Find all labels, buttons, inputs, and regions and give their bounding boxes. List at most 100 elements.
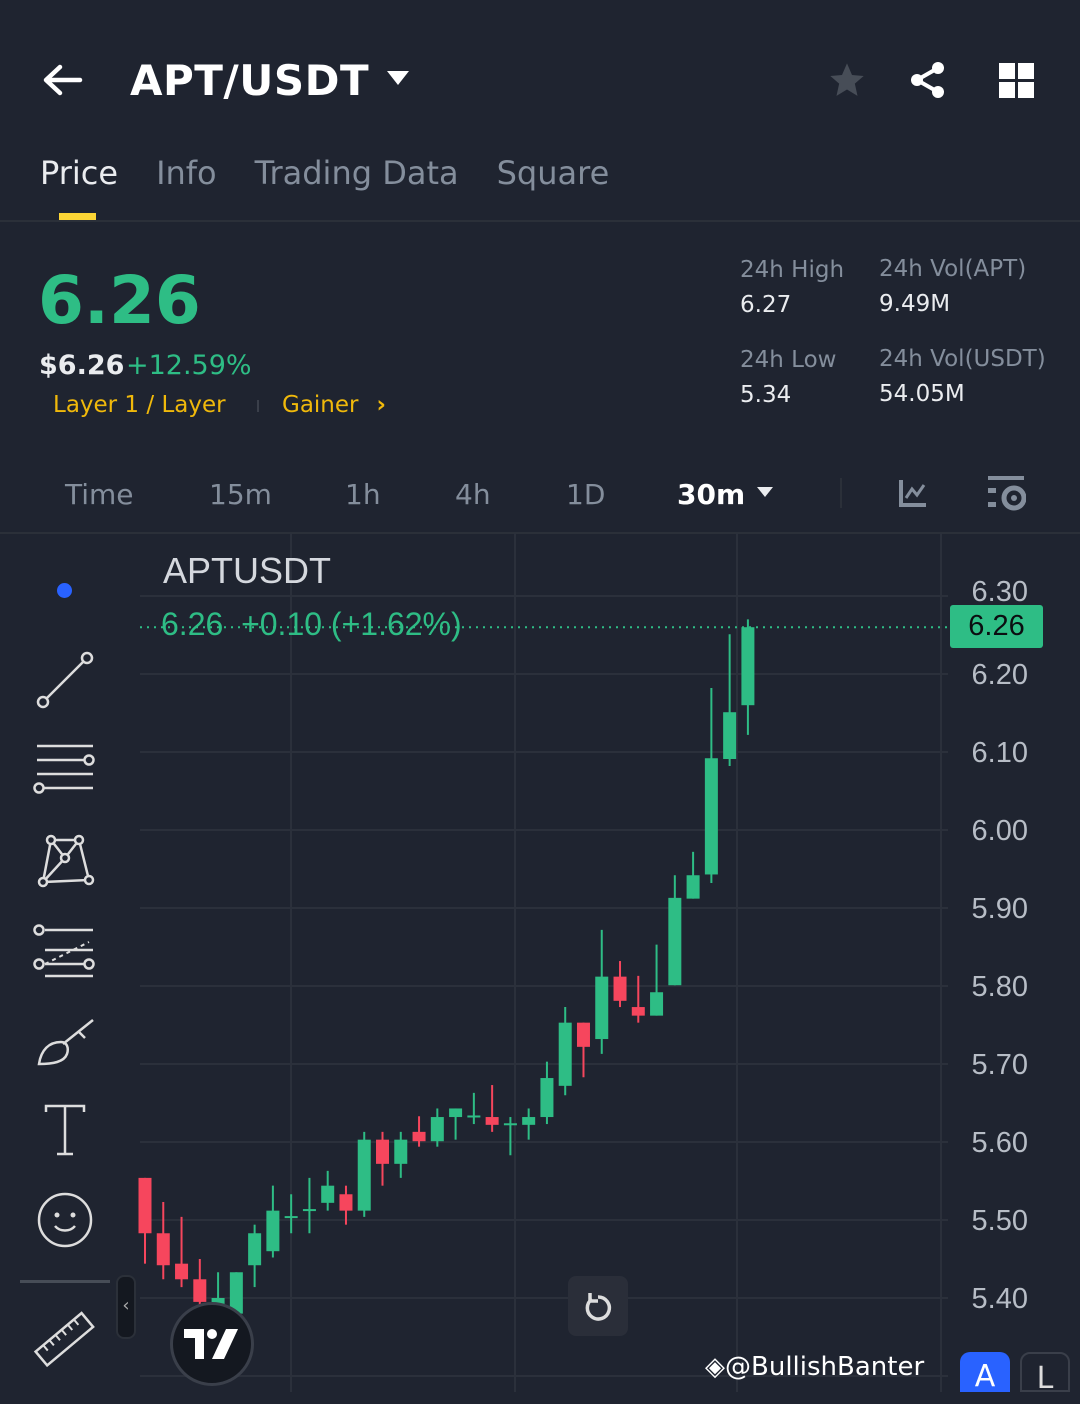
- tab-price[interactable]: Price: [40, 154, 119, 192]
- candle-body: [595, 976, 609, 1040]
- candle-body: [266, 1210, 280, 1252]
- log-scale-label: L: [1036, 1361, 1054, 1396]
- candle-body: [613, 976, 627, 1001]
- vol-base-label: 24h Vol(APT): [879, 256, 1027, 282]
- parallel-lines-icon: [33, 744, 95, 794]
- auto-scale-label: A: [974, 1359, 996, 1394]
- tab-info[interactable]: Info: [156, 154, 217, 192]
- toolbar-divider: [20, 1280, 110, 1283]
- tab-square[interactable]: Square: [496, 154, 610, 192]
- y-axis-tick-label: 5.80: [972, 971, 1028, 1003]
- candle-body: [576, 1022, 590, 1047]
- gainer-label: Gainer: [282, 392, 359, 418]
- gainer-tag[interactable]: Gainer ›: [282, 392, 386, 418]
- caret-down-icon: [387, 70, 410, 85]
- candle-body: [412, 1131, 426, 1142]
- trend-line-icon: [36, 651, 94, 709]
- candle-body: [540, 1078, 554, 1118]
- tab-bar: Price Info Trading Data Square: [40, 154, 609, 192]
- share-button[interactable]: [908, 60, 948, 104]
- interval-1h[interactable]: 1h: [345, 478, 381, 511]
- interval-15m[interactable]: 15m: [209, 478, 272, 511]
- candle-body: [650, 992, 664, 1016]
- horizontal-lines-tool[interactable]: [30, 735, 100, 805]
- candle-body: [522, 1117, 536, 1125]
- y-axis-tick-label: 6.20: [972, 659, 1028, 691]
- xabcd-pattern-icon: [37, 834, 95, 888]
- reset-icon: [585, 1293, 612, 1321]
- active-tab-indicator: [59, 213, 96, 220]
- settings-list-icon: [988, 476, 1027, 511]
- y-axis-tick-label: 5.50: [972, 1205, 1028, 1237]
- emoji-icon: [37, 1192, 93, 1248]
- emoji-tool[interactable]: [30, 1185, 100, 1255]
- fib-tool[interactable]: [30, 915, 100, 985]
- back-arrow-icon: [43, 64, 83, 96]
- layout-button[interactable]: [999, 63, 1035, 103]
- interval-separator: [840, 478, 842, 508]
- y-axis-tick-label: 5.60: [972, 1127, 1028, 1159]
- candle-body: [704, 758, 718, 875]
- interval-selected-label: 30m: [677, 478, 746, 511]
- interval-selected[interactable]: 30m: [677, 478, 774, 511]
- pair-selector[interactable]: APT/USDT: [130, 56, 410, 105]
- auto-scale-button[interactable]: A: [960, 1352, 1010, 1394]
- caret-down-icon: [757, 487, 774, 497]
- candle-body: [357, 1139, 371, 1211]
- vol-quote-label: 24h Vol(USDT): [879, 346, 1046, 372]
- indicators-button[interactable]: [898, 478, 928, 512]
- fiat-price: $6.26: [39, 350, 125, 381]
- interval-4h[interactable]: 4h: [455, 478, 491, 511]
- candle-body: [686, 875, 700, 899]
- candle-body: [175, 1263, 189, 1280]
- chevron-left-icon: ‹: [122, 1295, 130, 1316]
- candle-body: [558, 1022, 572, 1086]
- candle-body: [467, 1115, 481, 1118]
- brush-tool[interactable]: [30, 1005, 100, 1075]
- pattern-tool[interactable]: [30, 825, 100, 895]
- chevron-right-icon: ›: [376, 392, 386, 418]
- candle-body: [229, 1272, 243, 1314]
- collapse-toolbar-button[interactable]: ‹: [116, 1275, 136, 1339]
- last-price: 6.26: [38, 262, 201, 339]
- last-price-badge: 6.26: [950, 605, 1043, 648]
- text-icon: [44, 1104, 86, 1156]
- low-value: 5.34: [740, 382, 792, 408]
- interval-1d[interactable]: 1D: [566, 478, 606, 511]
- share-icon: [911, 62, 944, 98]
- binance-logo-icon: ◈: [705, 1352, 725, 1382]
- text-tool[interactable]: [30, 1095, 100, 1165]
- candle-body: [284, 1216, 298, 1219]
- chart-settings-button[interactable]: [988, 476, 1027, 516]
- pair-title: APT/USDT: [130, 56, 370, 105]
- back-button[interactable]: [40, 60, 86, 100]
- candle-body: [376, 1139, 390, 1164]
- drawing-dot-indicator: [57, 583, 72, 598]
- fibonacci-icon: [33, 924, 95, 978]
- y-axis-tick-label: 6.10: [972, 737, 1028, 769]
- candle-body: [449, 1108, 463, 1118]
- candle-body: [302, 1209, 316, 1212]
- y-axis-tick-label: 6.00: [972, 815, 1028, 847]
- y-axis-tick-label: 5.40: [972, 1283, 1028, 1315]
- category-tag[interactable]: Layer 1 / Layer: [53, 392, 226, 418]
- tag-separator: [257, 400, 259, 412]
- candle-body: [321, 1185, 335, 1203]
- log-scale-button[interactable]: L: [1020, 1352, 1070, 1396]
- candle-body: [503, 1123, 517, 1126]
- tab-trading-data[interactable]: Trading Data: [254, 154, 459, 192]
- candle-body: [723, 712, 737, 760]
- brush-icon: [37, 1019, 94, 1066]
- tradingview-logo-icon: [184, 1329, 238, 1359]
- tradingview-logo[interactable]: [170, 1302, 254, 1386]
- favorite-button[interactable]: [827, 60, 867, 104]
- y-axis-tick-label: 5.70: [972, 1049, 1028, 1081]
- y-axis-tick-label: 6.30: [972, 576, 1028, 608]
- reset-chart-button[interactable]: [568, 1276, 628, 1336]
- vol-quote-value: 54.05M: [879, 381, 965, 407]
- candle-body: [193, 1279, 207, 1302]
- measure-tool[interactable]: [30, 1305, 100, 1375]
- candlestick-chart[interactable]: 6.30 6.20 6.10 6.00 5.90 5.80 5.70 5.60 5.50 5.40: [0, 533, 1080, 1392]
- trend-line-tool[interactable]: [30, 645, 100, 715]
- interval-time[interactable]: Time: [65, 478, 134, 511]
